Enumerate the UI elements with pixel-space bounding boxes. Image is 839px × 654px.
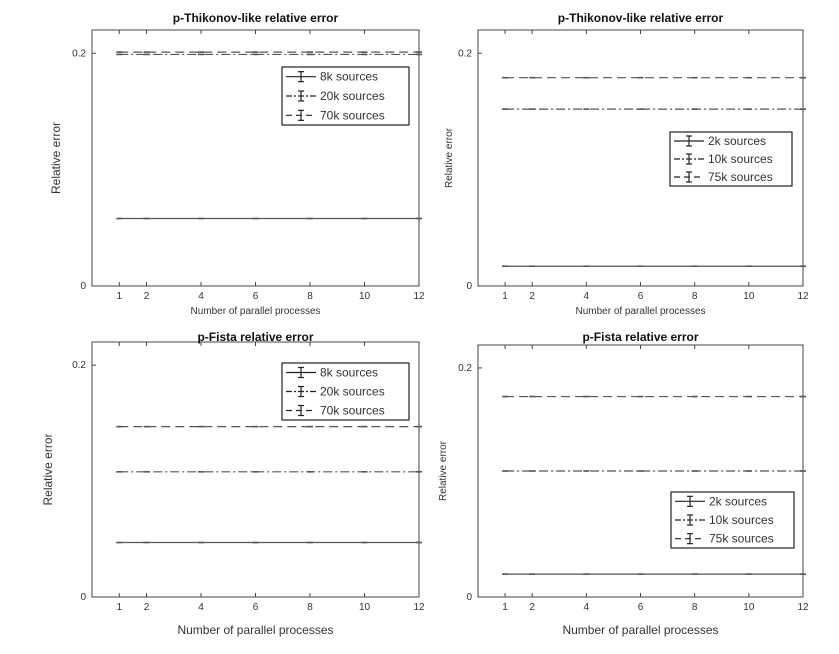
x-tick-label: 8 xyxy=(307,602,313,613)
x-tick-label: 4 xyxy=(584,291,590,302)
x-tick-label: 6 xyxy=(253,291,259,302)
legend: 2k sources 10k sources 75k sources xyxy=(670,491,795,549)
x-tick-label: 4 xyxy=(198,291,204,302)
x-tick-label: 1 xyxy=(116,291,122,302)
x-tick-label: 12 xyxy=(797,602,809,613)
x-tick-label: 8 xyxy=(692,602,698,613)
legend-label: 10k sources xyxy=(708,152,773,166)
legend: 8k sources 20k sources 70k sources xyxy=(281,66,410,126)
y-tick-label: 0 xyxy=(80,281,86,292)
legend-label: 75k sources xyxy=(709,532,774,546)
legend-label: 70k sources xyxy=(320,404,385,418)
chart-title: p-Fista relative error xyxy=(197,330,313,344)
x-tick-label: 10 xyxy=(359,602,371,613)
legend-label: 70k sources xyxy=(320,108,385,122)
x-tick-label: 10 xyxy=(743,602,755,613)
legend-label: 20k sources xyxy=(320,385,385,399)
x-tick-label: 2 xyxy=(529,291,535,302)
legend-label: 2k sources xyxy=(708,134,766,148)
x-tick-label: 6 xyxy=(253,602,259,613)
x-axis-label: Number of parallel processes xyxy=(177,623,333,637)
legend-label: 75k sources xyxy=(708,170,773,184)
y-axis-label: Relative error xyxy=(444,127,455,188)
x-tick-label: 12 xyxy=(413,291,425,302)
y-tick-label: 0.2 xyxy=(72,360,86,371)
x-tick-label: 1 xyxy=(116,602,122,613)
legend-label: 10k sources xyxy=(709,513,774,527)
x-tick-label: 6 xyxy=(638,291,644,302)
x-tick-label: 4 xyxy=(198,602,204,613)
x-tick-label: 4 xyxy=(584,602,590,613)
x-tick-label: 10 xyxy=(359,291,371,302)
y-tick-label: 0.2 xyxy=(458,48,472,59)
x-tick-label: 1 xyxy=(502,602,508,613)
y-axis-label: Relative error xyxy=(438,440,449,501)
x-tick-label: 8 xyxy=(307,291,313,302)
chart-title: p-Thikonov-like relative error xyxy=(173,11,339,25)
x-axis-label: Number of parallel processes xyxy=(575,306,705,317)
y-axis-label: Relative error xyxy=(49,122,63,194)
y-axis-label: Relative error xyxy=(41,433,55,505)
y-tick-label: 0 xyxy=(466,281,472,292)
chart-title: p-Thikonov-like relative error xyxy=(558,11,724,25)
x-tick-label: 12 xyxy=(413,602,425,613)
x-axis-label: Number of parallel processes xyxy=(562,623,718,637)
x-axis-label: Number of parallel processes xyxy=(190,306,320,317)
x-tick-label: 2 xyxy=(144,602,150,613)
legend-label: 20k sources xyxy=(320,89,385,103)
y-tick-label: 0 xyxy=(466,592,472,603)
y-tick-label: 0.2 xyxy=(458,363,472,374)
legend-label: 8k sources xyxy=(320,70,378,84)
legend: 2k sources 10k sources 75k sources xyxy=(669,131,793,187)
y-tick-label: 0.2 xyxy=(72,48,86,59)
legend: 8k sources 20k sources 70k sources xyxy=(281,362,410,421)
x-tick-label: 10 xyxy=(743,291,755,302)
x-tick-label: 2 xyxy=(529,602,535,613)
y-tick-label: 0 xyxy=(80,592,86,603)
x-tick-label: 1 xyxy=(502,291,508,302)
x-tick-label: 2 xyxy=(144,291,150,302)
chart-title: p-Fista relative error xyxy=(582,330,698,344)
legend-label: 8k sources xyxy=(320,366,378,380)
x-tick-label: 6 xyxy=(638,602,644,613)
legend-label: 2k sources xyxy=(709,494,767,508)
x-tick-label: 12 xyxy=(797,291,809,302)
x-tick-label: 8 xyxy=(692,291,698,302)
